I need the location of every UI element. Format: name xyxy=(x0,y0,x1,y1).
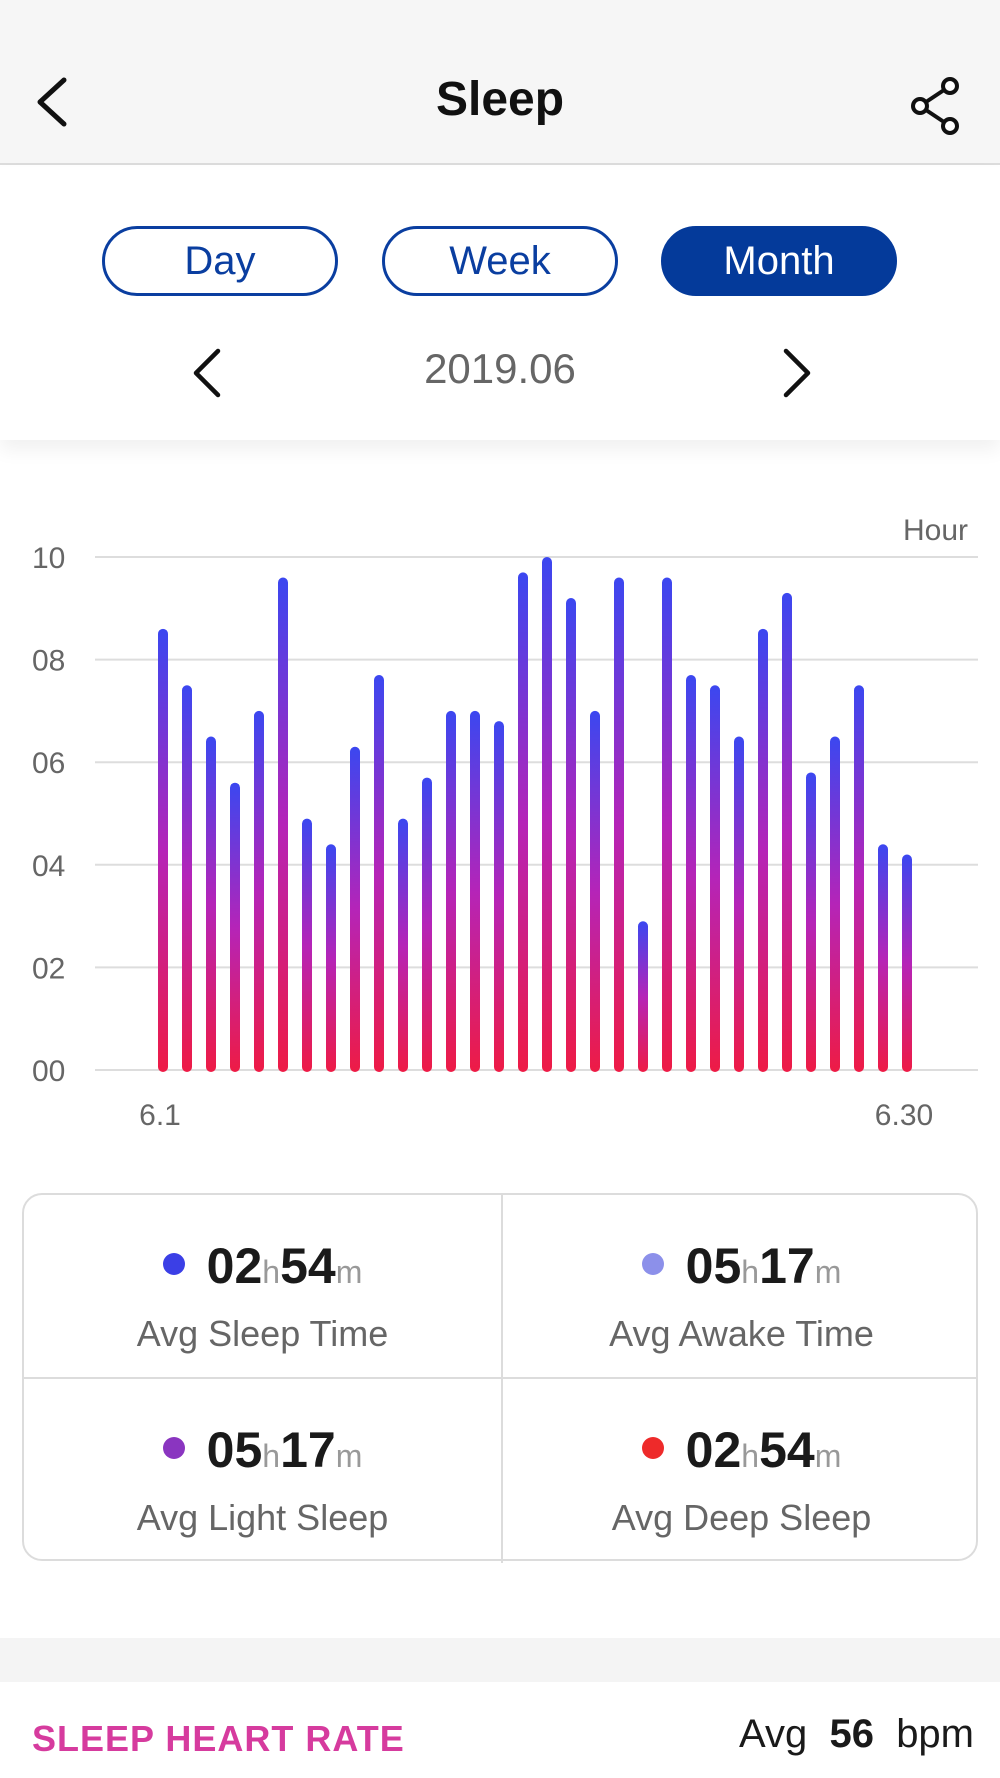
chart-canvas: 00 02 04 06 08 10 Hour 6.1 6.30 xyxy=(32,514,978,1132)
x-tick-label-start: 6.1 xyxy=(139,1099,181,1132)
chart-bar[interactable] xyxy=(302,818,312,1072)
chart-bar[interactable] xyxy=(254,710,264,1072)
tab-month[interactable]: Month xyxy=(661,226,897,296)
y-tick-label: 04 xyxy=(32,850,65,883)
chart-bar[interactable] xyxy=(614,577,624,1072)
y-tick-label: 06 xyxy=(32,747,65,780)
chart-bar[interactable] xyxy=(782,592,792,1072)
chart-bar[interactable] xyxy=(446,710,456,1072)
stat-minutes: 17 xyxy=(280,1422,336,1478)
stat-avg-awake-time: 05h17m Avg Awake Time xyxy=(503,1195,980,1377)
hour-unit: h xyxy=(262,1438,281,1474)
divider xyxy=(501,1195,503,1563)
back-button[interactable] xyxy=(30,72,80,132)
chart-bar[interactable] xyxy=(638,921,648,1072)
stat-avg-sleep-time: 02h54m Avg Sleep Time xyxy=(24,1195,501,1377)
stat-label: Avg Deep Sleep xyxy=(611,1497,872,1538)
chart-bar[interactable] xyxy=(470,710,480,1072)
stat-hours: 05 xyxy=(685,1238,742,1294)
divider xyxy=(24,1377,976,1379)
minute-unit: m xyxy=(814,1254,842,1290)
chart-bar[interactable] xyxy=(542,557,552,1072)
share-button[interactable] xyxy=(908,76,964,136)
chevron-right-icon xyxy=(783,348,811,398)
chart-bar[interactable] xyxy=(566,598,576,1072)
chevron-left-icon xyxy=(193,348,221,398)
chart-bar[interactable] xyxy=(206,736,216,1072)
minute-unit: m xyxy=(814,1438,842,1474)
y-tick-label: 00 xyxy=(32,1055,65,1088)
tab-day[interactable]: Day xyxy=(102,226,338,296)
chart-bar[interactable] xyxy=(230,782,240,1072)
chart-bar[interactable] xyxy=(350,746,360,1072)
chart-bar[interactable] xyxy=(878,844,888,1072)
section-divider xyxy=(0,1638,1000,1682)
avg-label: Avg xyxy=(739,1712,808,1756)
legend-dot xyxy=(641,1252,664,1275)
current-period-label: 2019.06 xyxy=(424,345,576,392)
chart-bar[interactable] xyxy=(734,736,744,1072)
stat-label: Avg Awake Time xyxy=(609,1313,874,1354)
minute-unit: m xyxy=(335,1254,363,1290)
stat-minutes: 17 xyxy=(759,1238,815,1294)
chart-bar[interactable] xyxy=(854,685,864,1072)
chart-bar[interactable] xyxy=(398,818,408,1072)
y-tick-label: 10 xyxy=(32,542,65,575)
hour-unit: h xyxy=(741,1254,760,1290)
x-tick-label-end: 6.30 xyxy=(875,1099,933,1132)
legend-dot xyxy=(162,1436,185,1459)
y-tick-label: 08 xyxy=(32,645,65,678)
app-header: Sleep xyxy=(0,0,1000,165)
chart-bar[interactable] xyxy=(494,721,504,1072)
next-period-button[interactable] xyxy=(776,345,816,401)
chart-bar[interactable] xyxy=(518,572,528,1072)
stat-avg-light-sleep: 05h17m Avg Light Sleep xyxy=(24,1379,501,1561)
stat-minutes: 54 xyxy=(280,1238,336,1294)
legend-dot xyxy=(641,1436,664,1459)
period-controls: Day Week Month 2019.06 xyxy=(0,167,1000,440)
chart-bar[interactable] xyxy=(662,577,672,1072)
chart-bar[interactable] xyxy=(158,628,168,1072)
chart-bar[interactable] xyxy=(686,674,696,1072)
chevron-left-icon xyxy=(37,77,67,127)
share-icon xyxy=(911,77,959,135)
hour-unit: h xyxy=(741,1438,760,1474)
tab-week[interactable]: Week xyxy=(382,226,618,296)
heart-rate-average: Avg 56 bpm xyxy=(739,1712,974,1757)
avg-value: 56 xyxy=(829,1712,874,1756)
y-tick-label: 02 xyxy=(32,952,65,985)
sleep-heart-rate-row[interactable]: SLEEP HEART RATE Avg 56 bpm xyxy=(0,1682,1000,1778)
minute-unit: m xyxy=(335,1438,363,1474)
chart-bar[interactable] xyxy=(830,736,840,1072)
legend-dot xyxy=(162,1252,185,1275)
chart-bar[interactable] xyxy=(590,710,600,1072)
chart-bar[interactable] xyxy=(902,854,912,1072)
section-title: SLEEP HEART RATE xyxy=(32,1718,405,1759)
chart-bar[interactable] xyxy=(710,685,720,1072)
chart-bar[interactable] xyxy=(278,577,288,1072)
stat-minutes: 54 xyxy=(759,1422,815,1478)
stat-hours: 02 xyxy=(685,1422,742,1478)
page-title: Sleep xyxy=(435,73,565,126)
chart-bar[interactable] xyxy=(806,772,816,1072)
stat-hours: 02 xyxy=(206,1238,263,1294)
chart-bar[interactable] xyxy=(374,674,384,1072)
stat-avg-deep-sleep: 02h54m Avg Deep Sleep xyxy=(503,1379,980,1561)
hour-unit: h xyxy=(262,1254,281,1290)
chart-bar[interactable] xyxy=(182,685,192,1072)
chart-bar[interactable] xyxy=(326,844,336,1072)
stat-label: Avg Sleep Time xyxy=(136,1313,389,1354)
chart-bar[interactable] xyxy=(422,777,432,1072)
chart-bar[interactable] xyxy=(758,628,768,1072)
y-axis-unit-label: Hour xyxy=(903,514,968,547)
sleep-stats-card: 02h54m Avg Sleep Time 05h17m Avg Awake T… xyxy=(22,1193,980,1563)
stat-label: Avg Light Sleep xyxy=(136,1497,389,1538)
previous-period-button[interactable] xyxy=(188,345,228,401)
avg-unit: bpm xyxy=(896,1712,974,1756)
sleep-bar-chart: 00 02 04 06 08 10 Hour 6.1 6.30 xyxy=(0,500,1000,1160)
stat-hours: 05 xyxy=(206,1422,263,1478)
